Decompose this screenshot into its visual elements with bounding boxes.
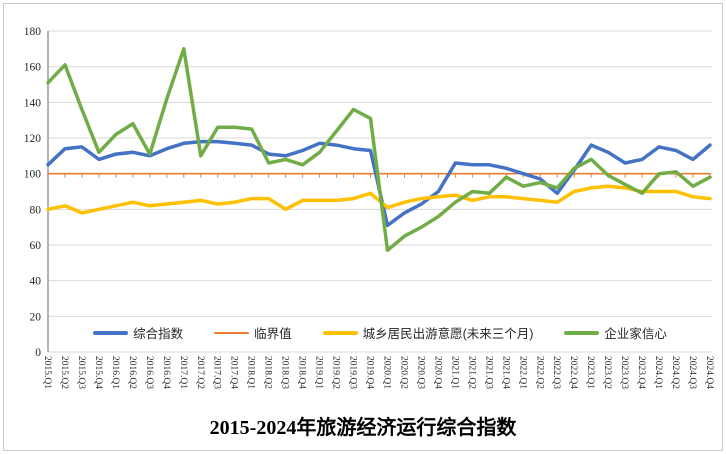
- x-axis-label: 2024.Q2: [670, 356, 680, 389]
- x-axis-label: 2015.Q4: [93, 356, 103, 389]
- x-axis-label: 2019.Q1: [314, 356, 324, 389]
- x-axis-label: 2022.Q1: [517, 356, 527, 389]
- x-axis-label: 2021.Q2: [466, 356, 476, 389]
- legend-line-marker: [93, 330, 129, 335]
- x-axis-label: 2024.Q3: [687, 356, 697, 389]
- y-axis-label: 140: [24, 97, 42, 109]
- x-axis-label: 2023.Q4: [636, 356, 646, 389]
- x-axis-label: 2020.Q3: [415, 356, 425, 389]
- x-axis-label: 2022.Q2: [534, 356, 544, 389]
- x-axis-label: 2020.Q4: [432, 356, 442, 389]
- legend-label: 城乡居民出游意愿(未来三个月): [362, 327, 534, 341]
- y-axis-label: 160: [24, 62, 42, 74]
- legend-item: 综合指数: [93, 323, 183, 342]
- x-axis-label: 2024.Q4: [704, 356, 714, 389]
- chart-title: 2015-2024年旅游经济运行综合指数: [209, 417, 517, 439]
- x-axis-label: 2015.Q1: [42, 356, 52, 389]
- legend-item: 临界值: [214, 323, 292, 342]
- x-axis-label: 2023.Q2: [602, 356, 612, 389]
- legend-item: 企业家信心: [564, 323, 667, 342]
- y-axis-label: 100: [24, 169, 42, 181]
- x-axis-label: 2021.Q4: [500, 356, 510, 389]
- x-axis-label: 2017.Q3: [212, 356, 222, 389]
- y-axis-label: 60: [30, 240, 42, 252]
- chart-legend: 综合指数 临界值 城乡居民出游意愿(未来三个月) 企业家信心: [48, 323, 712, 342]
- x-axis-label: 2022.Q3: [551, 356, 561, 389]
- x-axis-label: 2023.Q1: [585, 356, 595, 389]
- x-axis-label: 2017.Q1: [178, 356, 188, 389]
- x-axis-label: 2018.Q4: [297, 356, 307, 389]
- x-axis-label: 2020.Q1: [381, 356, 391, 389]
- x-axis-label: 2018.Q3: [280, 356, 290, 389]
- x-axis-label: 2023.Q3: [619, 356, 629, 389]
- y-axis-label: 20: [30, 311, 42, 323]
- x-axis-label: 2018.Q1: [246, 356, 256, 389]
- legend-label: 企业家信心: [604, 327, 667, 341]
- x-axis-label: 2019.Q3: [348, 356, 358, 389]
- y-axis-label: 80: [30, 204, 42, 216]
- x-axis-label: 2024.Q1: [653, 356, 663, 389]
- x-axis-label: 2020.Q2: [398, 356, 408, 389]
- y-axis-label: 120: [24, 133, 42, 145]
- series-line: [46, 184, 712, 215]
- y-axis-label: 40: [30, 276, 42, 288]
- x-axis-label: 2015.Q2: [59, 356, 69, 389]
- x-axis-label: 2016.Q2: [127, 356, 137, 389]
- x-axis-label: 2017.Q2: [195, 356, 205, 389]
- x-axis-label: 2019.Q2: [331, 356, 341, 389]
- x-axis-label: 2018.Q2: [263, 356, 273, 389]
- chart-frame: [3, 3, 723, 451]
- legend-line-marker: [564, 330, 600, 335]
- x-axis-label: 2022.Q4: [568, 356, 578, 389]
- x-axis-label: 2021.Q3: [483, 356, 493, 389]
- legend-line-marker: [214, 331, 250, 334]
- x-axis-label: 2017.Q4: [229, 356, 239, 389]
- x-axis-label: 2016.Q3: [144, 356, 154, 389]
- legend-label: 综合指数: [133, 327, 184, 341]
- x-axis-label: 2021.Q1: [449, 356, 459, 389]
- legend-item: 城乡居民出游意愿(未来三个月): [322, 323, 534, 342]
- legend-line-marker: [322, 330, 358, 335]
- legend-label: 临界值: [254, 327, 292, 341]
- y-axis-label: 0: [35, 347, 41, 359]
- series-line: [46, 47, 712, 253]
- x-axis-label: 2016.Q1: [110, 356, 120, 389]
- x-axis-label: 2016.Q4: [161, 356, 171, 389]
- x-axis-label: 2019.Q4: [365, 356, 375, 389]
- y-axis-label: 180: [24, 26, 42, 38]
- x-axis-label: 2015.Q3: [76, 356, 86, 389]
